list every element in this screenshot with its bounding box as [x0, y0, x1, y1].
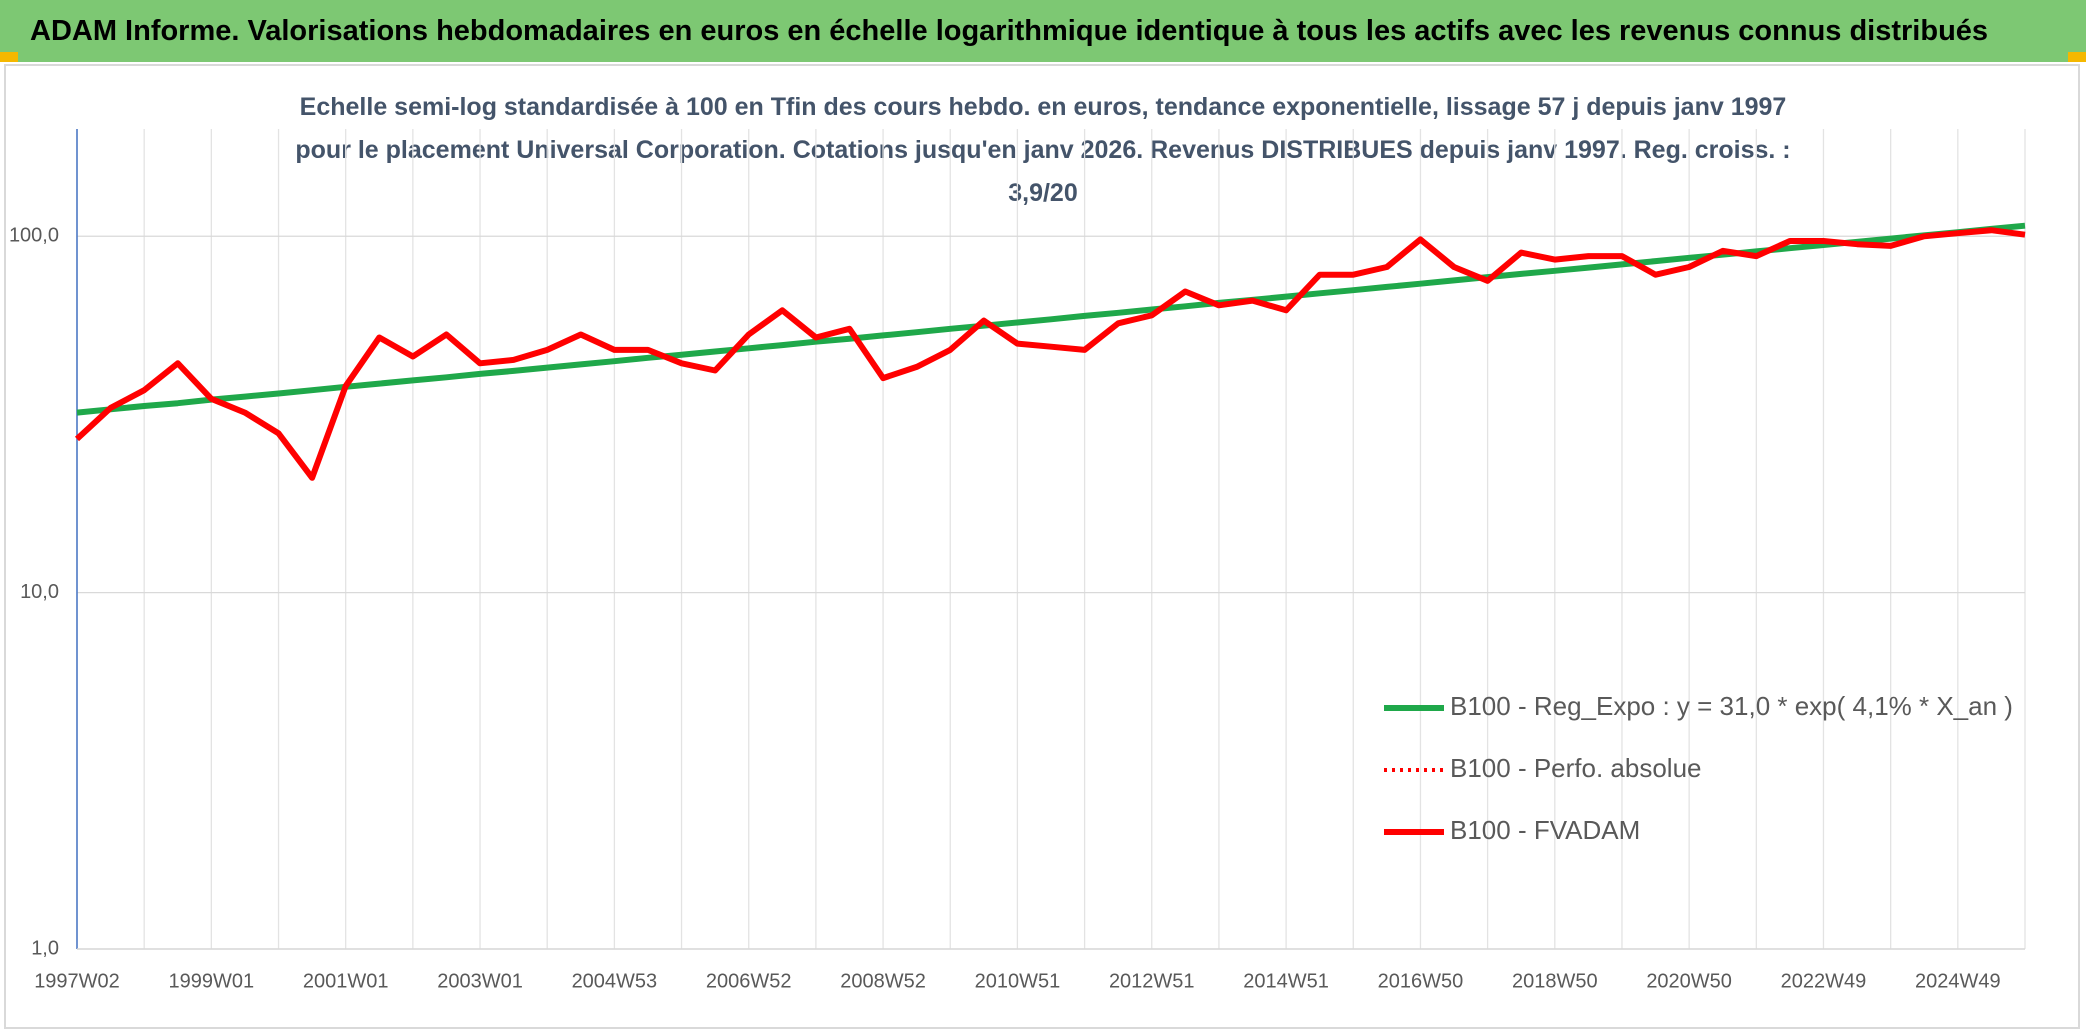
series-line	[74, 227, 2026, 481]
y-tick-label: 10,0	[20, 581, 59, 603]
legend-label: B100 - Perfo. absolue	[1450, 753, 1702, 783]
header-title: ADAM Informe. Valorisations hebdomadaire…	[0, 0, 2086, 62]
legend-label: B100 - Reg_Expo : y = 31,0 * exp( 4,1% *…	[1450, 691, 2013, 721]
corner-mark	[0, 52, 18, 62]
x-tick-label: 1999W01	[169, 970, 255, 992]
series-line	[76, 222, 2026, 416]
y-tick-label: 1,0	[31, 937, 59, 959]
x-tick-label: 2020W50	[1646, 970, 1732, 992]
x-tick-label: 2014W51	[1243, 970, 1329, 992]
x-tick-label: 2003W01	[437, 970, 523, 992]
x-tick-label: 2001W01	[303, 970, 389, 992]
x-tick-label: 2018W50	[1512, 970, 1598, 992]
x-tick-label: 2010W51	[975, 970, 1061, 992]
legend-label: B100 - FVADAM	[1450, 815, 1640, 845]
chart-subtitle: Echelle semi-log standardisée à 100 en T…	[295, 93, 1791, 207]
chart-frame	[4, 64, 2080, 1029]
corner-mark	[2068, 52, 2086, 62]
x-tick-label: 2004W53	[572, 970, 658, 992]
x-tick-label: 2008W52	[840, 970, 926, 992]
x-tick-label: 1997W02	[34, 970, 120, 992]
x-tick-label: 2006W52	[706, 970, 792, 992]
x-tick-label: 2012W51	[1109, 970, 1195, 992]
x-tick-label: 2024W49	[1915, 970, 2001, 992]
x-tick-label: 2016W50	[1378, 970, 1464, 992]
x-tick-label: 2022W49	[1781, 970, 1867, 992]
y-tick-label: 100,0	[9, 225, 59, 247]
